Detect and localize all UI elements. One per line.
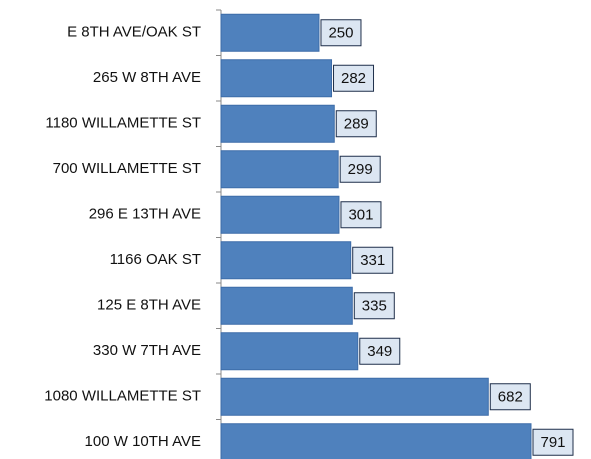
bar [220, 423, 532, 459]
data-label-box [532, 428, 574, 456]
category-label: 1166 OAK ST [110, 251, 201, 268]
data-label: 682 [498, 389, 523, 406]
data-label: 301 [348, 207, 373, 224]
data-label-box [339, 155, 381, 183]
data-label-box [359, 337, 401, 365]
bar [220, 59, 333, 98]
category-label: 1180 WILLAMETTE ST [45, 115, 201, 132]
bar [220, 241, 352, 280]
category-label: 125 E 8TH AVE [97, 297, 201, 314]
data-label-box [333, 64, 375, 92]
category-label: 700 WILLAMETTE ST [53, 160, 201, 177]
bar [220, 13, 320, 52]
data-label: 299 [348, 161, 373, 178]
data-label: 791 [540, 434, 565, 451]
data-label-box [489, 383, 531, 411]
bar [220, 286, 353, 325]
data-label: 282 [341, 70, 366, 87]
category-label: 100 W 10TH AVE [85, 433, 201, 450]
data-label: 349 [367, 343, 392, 360]
data-label-box [340, 201, 382, 229]
bar [220, 377, 489, 416]
bar [220, 332, 359, 371]
data-label-box [353, 292, 395, 320]
category-label: 265 W 8TH AVE [93, 69, 201, 86]
bar [220, 104, 335, 143]
data-label: 250 [328, 25, 353, 42]
data-label: 335 [362, 298, 387, 315]
category-label: 330 W 7TH AVE [93, 342, 201, 359]
category-label: E 8TH AVE/OAK ST [67, 24, 201, 41]
category-label: 1080 WILLAMETTE ST [44, 388, 201, 405]
data-label: 331 [360, 252, 385, 269]
bar [220, 195, 340, 234]
data-label: 289 [344, 116, 369, 133]
data-label-box [320, 19, 362, 47]
data-label-box [352, 246, 394, 274]
bar [220, 150, 339, 189]
data-label-box [335, 110, 377, 138]
category-label: 296 E 13TH AVE [89, 206, 201, 223]
